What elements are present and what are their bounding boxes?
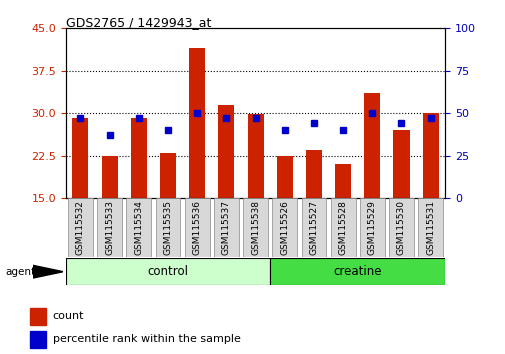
Bar [334, 164, 350, 198]
Bar [160, 153, 176, 198]
FancyBboxPatch shape [126, 198, 151, 257]
Bar [422, 113, 438, 198]
Text: percentile rank within the sample: percentile rank within the sample [53, 335, 240, 344]
Polygon shape [33, 266, 63, 278]
Bar [72, 118, 88, 198]
Bar [189, 48, 205, 198]
Bar [30, 331, 46, 348]
FancyBboxPatch shape [242, 198, 268, 257]
FancyBboxPatch shape [272, 198, 296, 257]
Text: GSM115528: GSM115528 [338, 200, 347, 255]
Bar [247, 114, 263, 198]
Text: GDS2765 / 1429943_at: GDS2765 / 1429943_at [66, 16, 211, 29]
Bar [30, 308, 46, 325]
Bar [66, 258, 270, 285]
Text: GSM115530: GSM115530 [396, 200, 405, 255]
FancyBboxPatch shape [330, 198, 355, 257]
FancyBboxPatch shape [214, 198, 238, 257]
Text: GSM115533: GSM115533 [105, 200, 114, 255]
Text: GSM115537: GSM115537 [221, 200, 230, 255]
Bar [306, 150, 321, 198]
Text: GSM115529: GSM115529 [367, 200, 376, 255]
Text: GSM115526: GSM115526 [280, 200, 289, 255]
Text: GSM115527: GSM115527 [309, 200, 318, 255]
Bar [364, 93, 380, 198]
Text: GSM115538: GSM115538 [250, 200, 260, 255]
FancyBboxPatch shape [301, 198, 326, 257]
FancyBboxPatch shape [97, 198, 122, 257]
FancyBboxPatch shape [359, 198, 384, 257]
Bar [270, 258, 444, 285]
Text: agent: agent [5, 267, 35, 277]
Text: creatine: creatine [333, 265, 381, 278]
Bar [276, 156, 292, 198]
FancyBboxPatch shape [388, 198, 413, 257]
Text: GSM115531: GSM115531 [425, 200, 434, 255]
Bar [102, 156, 117, 198]
FancyBboxPatch shape [155, 198, 180, 257]
Bar [393, 130, 409, 198]
Text: GSM115535: GSM115535 [163, 200, 172, 255]
Bar [130, 118, 146, 198]
Text: GSM115534: GSM115534 [134, 200, 143, 255]
FancyBboxPatch shape [418, 198, 442, 257]
Text: count: count [53, 312, 84, 321]
FancyBboxPatch shape [184, 198, 209, 257]
Text: control: control [147, 265, 188, 278]
Bar [218, 105, 234, 198]
FancyBboxPatch shape [68, 198, 92, 257]
Text: GSM115532: GSM115532 [76, 200, 85, 255]
Text: GSM115536: GSM115536 [192, 200, 201, 255]
